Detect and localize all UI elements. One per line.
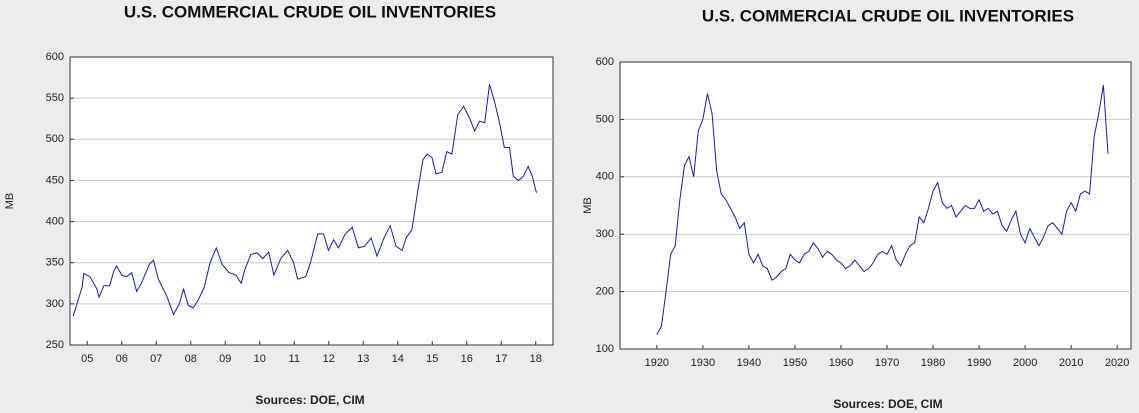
y-tick-label: 250 [46,339,64,351]
y-axis-label: MB [582,197,594,214]
x-tick-label: 1960 [829,357,853,369]
y-tick-label: 600 [596,56,614,68]
x-tick-label: 12 [323,353,335,365]
chart: U.S. COMMERCIAL CRUDE OIL INVENTORIES MB S… [4,2,554,407]
y-axis-label: MB [4,193,16,210]
y-tick-label: 100 [596,343,614,355]
x-tick-label: 1930 [691,357,715,369]
x-tick-label: 14 [392,353,404,365]
y-tick-label: 500 [46,133,64,145]
x-tick-label: 2010 [1059,357,1083,369]
x-tick-label: 09 [219,353,231,365]
x-tick-label: 17 [495,353,507,365]
x-tick-label: 18 [530,353,542,365]
y-tick-label: 550 [46,92,64,104]
y-tick-label: 400 [46,215,64,227]
x-tick-label: 1990 [967,357,991,369]
y-tick-label: 400 [596,171,614,183]
chart: U.S. COMMERCIAL CRUDE OIL INVENTORIES MB S… [582,6,1132,411]
x-tick-label: 15 [426,353,438,365]
y-tick-label: 500 [596,113,614,125]
x-tick-label: 08 [185,353,197,365]
y-tick-label: 300 [596,228,614,240]
x-tick-label: 1920 [645,357,669,369]
y-tick-label: 350 [46,257,64,269]
x-tick-label: 10 [254,353,266,365]
x-tick-label: 1940 [737,357,761,369]
plot-area [619,61,1132,350]
source-note: Sources: DOE, CIM [833,397,942,411]
source-note: Sources: DOE, CIM [255,393,364,407]
chart-title: U.S. COMMERCIAL CRUDE OIL INVENTORIES [702,6,1074,25]
y-tick-label: 450 [46,174,64,186]
x-tick-label: 1950 [783,357,807,369]
x-tick-label: 16 [461,353,473,365]
x-tick-label: 1970 [875,357,899,369]
y-tick-label: 600 [46,51,64,63]
y-tick-label: 200 [596,286,614,298]
x-tick-label: 07 [150,353,162,365]
y-tick-label: 300 [46,298,64,310]
plot-area [69,56,554,346]
data-line [656,84,1109,335]
x-tick-label: 1980 [921,357,945,369]
x-tick-label: 2020 [1105,357,1129,369]
x-tick-label: 2000 [1013,357,1037,369]
x-tick-label: 13 [357,353,369,365]
x-tick-label: 11 [289,353,300,365]
x-tick-label: 05 [81,353,93,365]
chart-title: U.S. COMMERCIAL CRUDE OIL INVENTORIES [124,2,496,21]
data-line [72,84,537,317]
x-tick-label: 06 [116,353,128,365]
